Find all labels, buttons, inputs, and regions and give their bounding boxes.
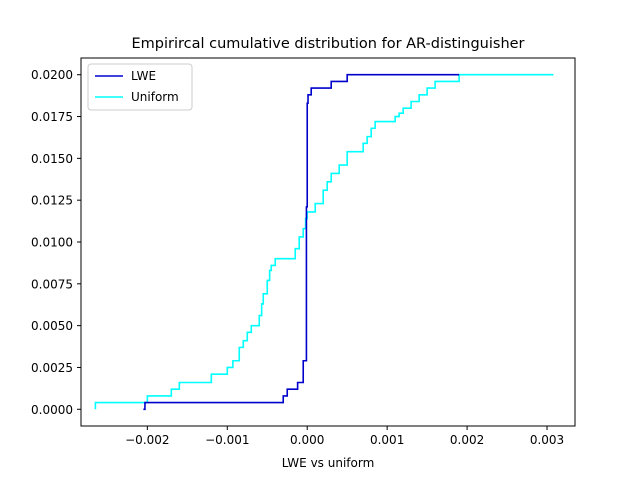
x-tick-label: −0.001 <box>205 433 249 447</box>
y-tick-label: 0.0050 <box>31 319 73 333</box>
x-tick-label: 0.000 <box>290 433 324 447</box>
y-tick-label: 0.0025 <box>31 361 73 375</box>
y-tick-label: 0.0125 <box>31 194 73 208</box>
legend-label-uniform: Uniform <box>131 90 179 104</box>
y-tick-label: 0.0200 <box>31 68 73 82</box>
y-tick-label: 0.0150 <box>31 152 73 166</box>
y-tick-label: 0.0100 <box>31 236 73 250</box>
legend: LWE Uniform <box>87 63 193 111</box>
legend-label-lwe: LWE <box>131 69 156 83</box>
y-tick-label: 0.0000 <box>31 403 73 417</box>
x-tick-label: 0.002 <box>450 433 484 447</box>
x-tick-label: −0.002 <box>125 433 169 447</box>
y-tick-label: 0.0175 <box>31 110 73 124</box>
axes-frame <box>80 57 576 427</box>
series-line-uniform <box>94 73 554 410</box>
x-tick-label: 0.001 <box>370 433 404 447</box>
x-axis-label: LWE vs uniform <box>282 456 375 470</box>
x-axis-ticks: −0.002 −0.001 0.000 0.001 0.002 0.003 <box>125 426 564 447</box>
x-tick-label: 0.003 <box>530 433 564 447</box>
plot-area <box>94 73 554 411</box>
y-tick-label: 0.0075 <box>31 277 73 291</box>
series-line-lwe <box>143 73 460 411</box>
y-axis-ticks: 0.0000 0.0025 0.0050 0.0075 0.0100 0.0125 0.01… <box>31 68 81 417</box>
chart-title: Empirircal cumulative distribution for A… <box>131 36 524 52</box>
